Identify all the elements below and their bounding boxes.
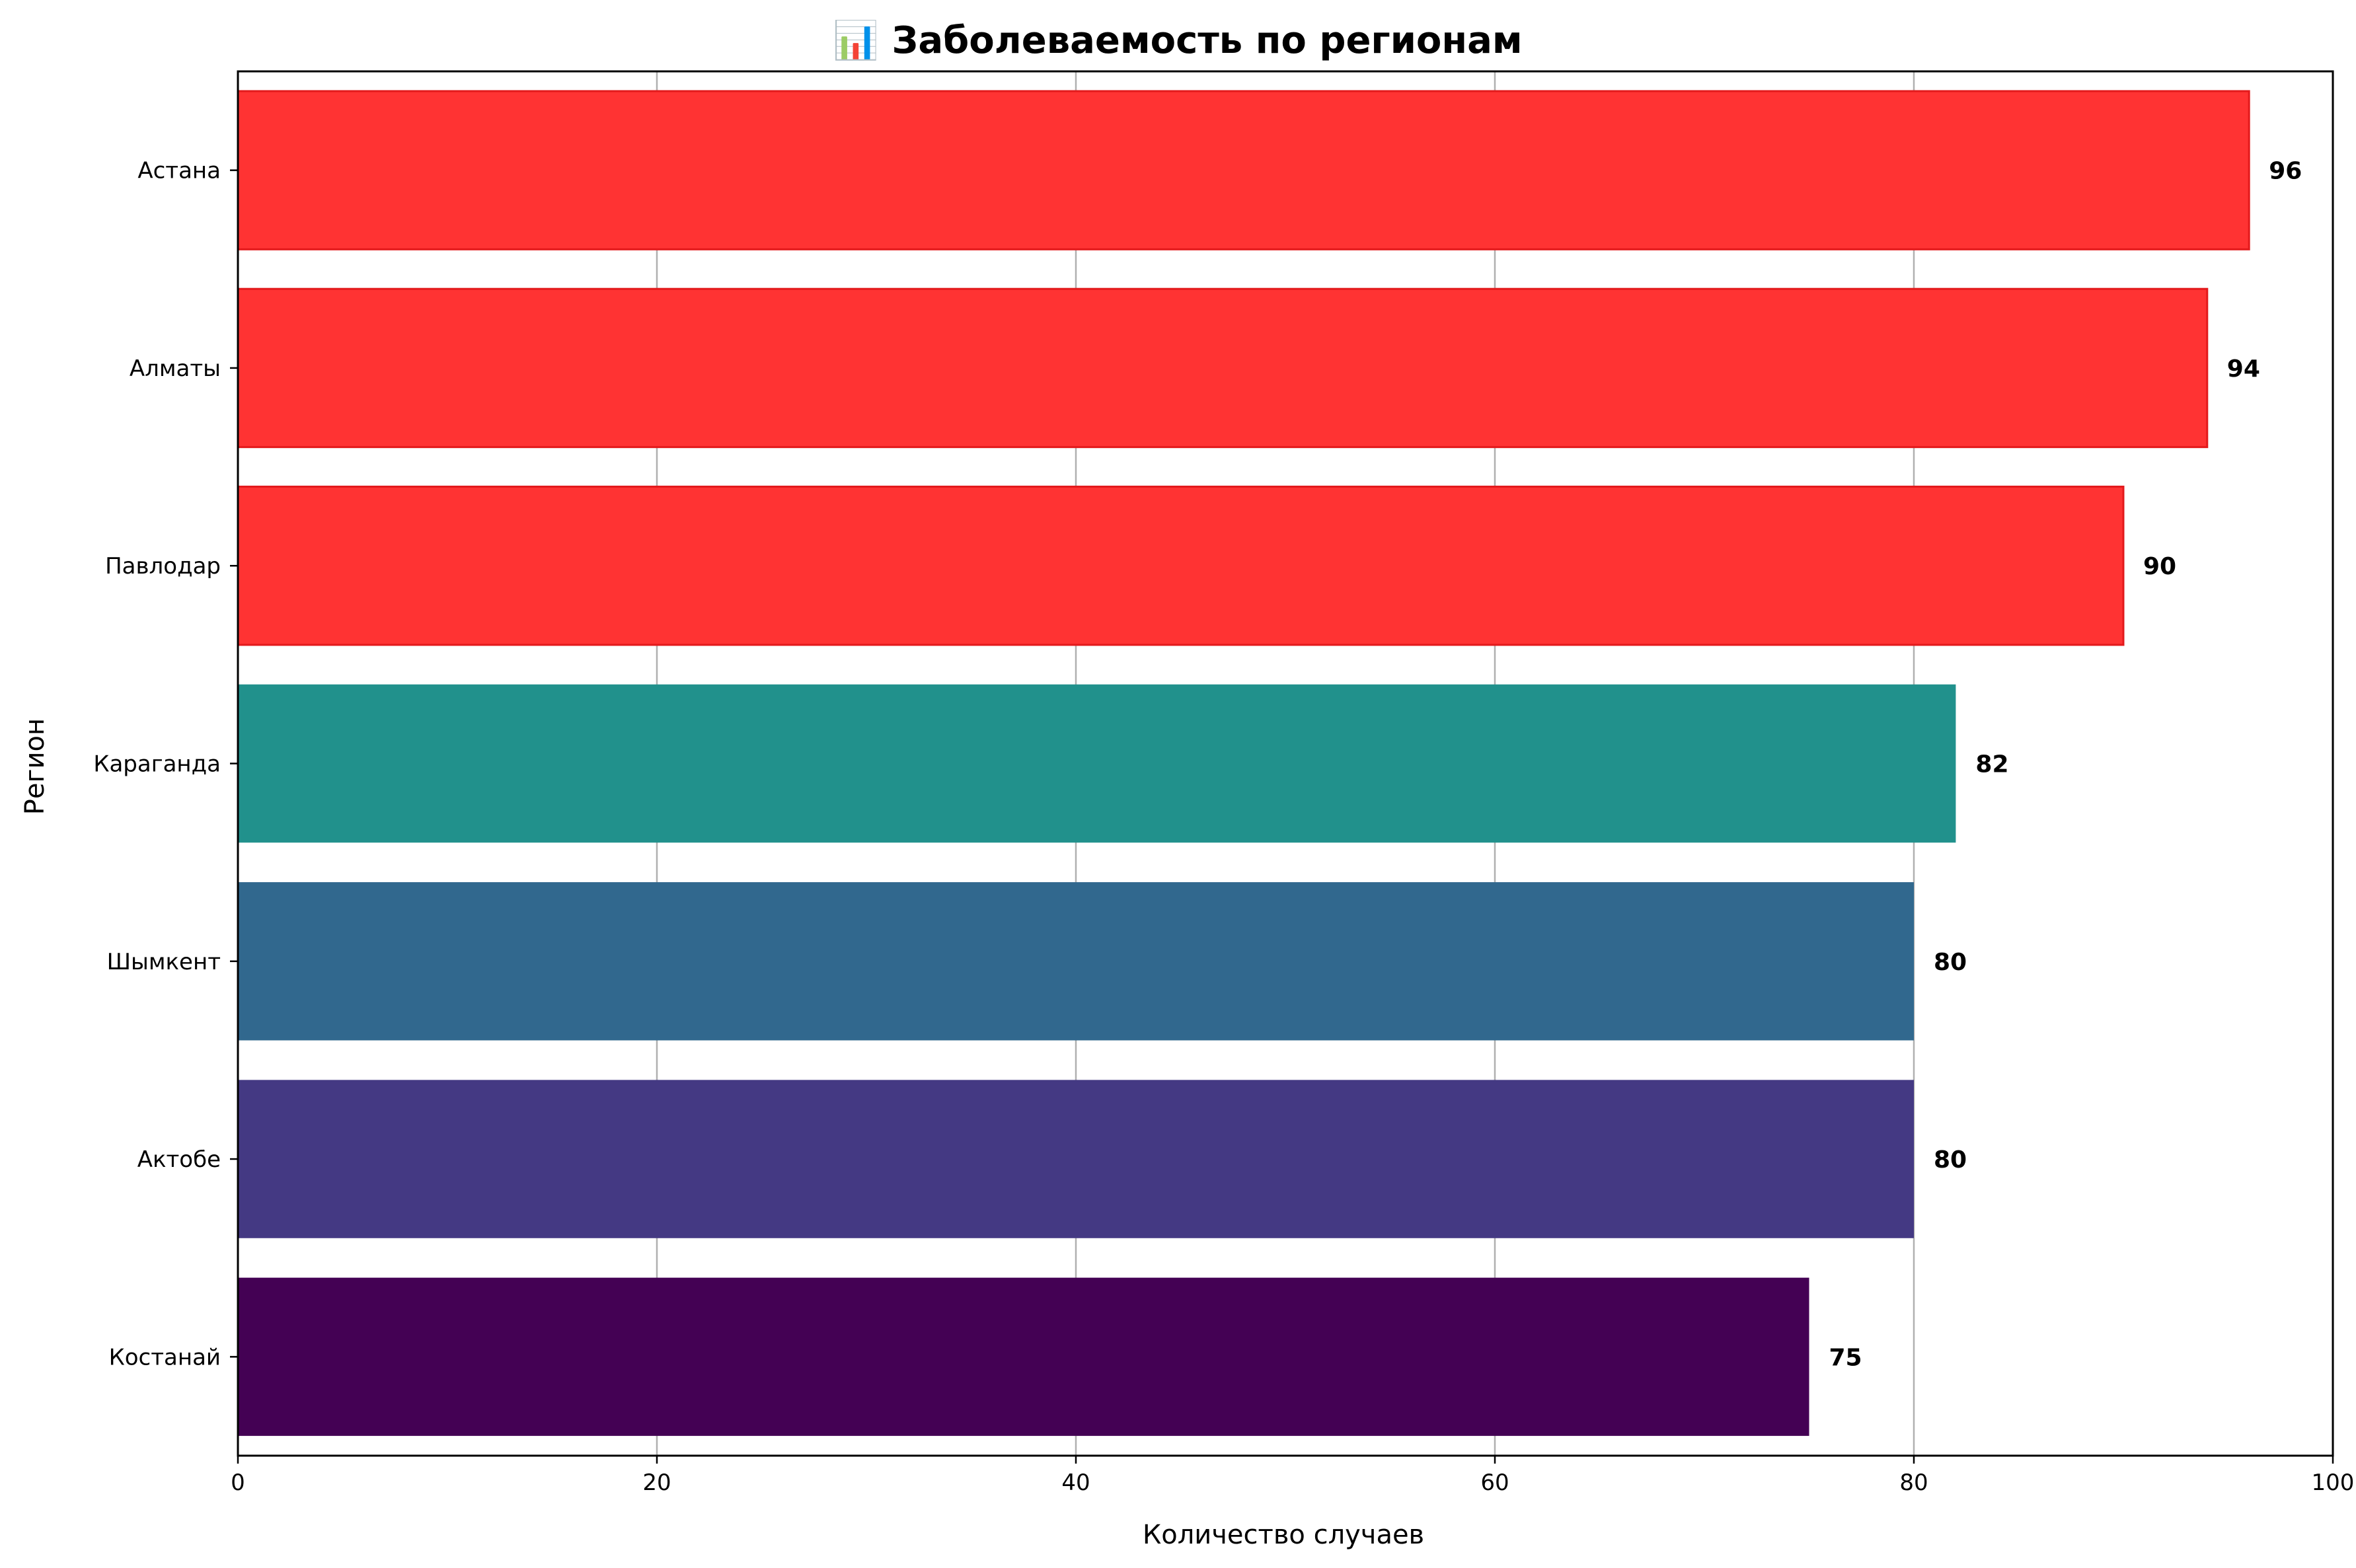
bar <box>238 1277 1809 1437</box>
x-tick-label: 20 <box>642 1470 671 1496</box>
y-axis-label: Регион <box>20 718 50 815</box>
x-tick-label: 0 <box>231 1470 245 1496</box>
y-tick-label: Актобе <box>137 1146 221 1173</box>
y-axis-ticks: Астана Алматы Павлодар Караганда Шымкент Акто… <box>93 158 238 1370</box>
data-label: 94 <box>2227 355 2260 383</box>
x-tick-label: 100 <box>2312 1470 2355 1496</box>
bar <box>237 287 2209 449</box>
data-label: 80 <box>1934 1146 1967 1174</box>
bar <box>237 90 2250 250</box>
bar <box>238 684 1956 843</box>
y-tick-label: Павлодар <box>105 553 221 579</box>
bars <box>237 90 2250 1437</box>
plot-frame <box>237 70 2334 1457</box>
y-tick-label: Астана <box>137 158 221 184</box>
y-tick-label: Шымкент <box>107 949 221 975</box>
data-label: 75 <box>1829 1344 1862 1371</box>
x-tick-label: 40 <box>1061 1470 1090 1496</box>
bar <box>237 486 2125 646</box>
x-axis-label: Количество случаев <box>1143 1520 1424 1550</box>
y-tick-label: Костанай <box>109 1344 221 1370</box>
y-tick-label: Караганда <box>93 751 221 778</box>
x-tick-label: 80 <box>1899 1470 1928 1496</box>
data-label: 96 <box>2269 158 2302 185</box>
x-tick-label: 60 <box>1480 1470 1509 1496</box>
data-label: 80 <box>1934 949 1967 976</box>
data-labels: 96 94 90 82 80 80 75 <box>1829 158 2302 1372</box>
bar <box>238 882 1914 1041</box>
chart-title: 📊 Заболеваемость по регионам <box>833 19 1522 62</box>
data-label: 82 <box>1975 751 2008 778</box>
bar <box>238 1080 1914 1238</box>
y-tick-label: Алматы <box>130 355 221 382</box>
x-axis-ticks: 0 20 40 60 80 100 <box>231 1456 2354 1496</box>
data-label: 90 <box>2143 553 2176 580</box>
